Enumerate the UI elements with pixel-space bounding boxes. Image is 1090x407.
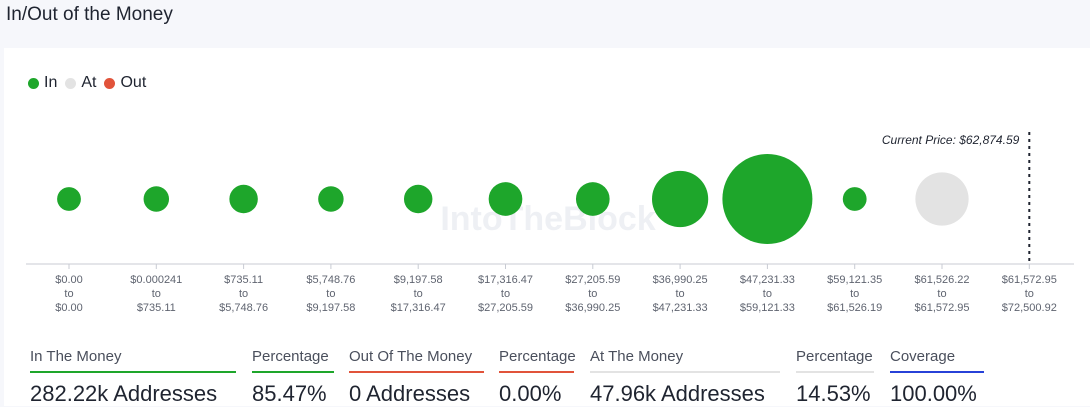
bubble-chart: IntoTheBlock $0.00 to $0.00 $0.000241 to $735… [26, 132, 1074, 314]
legend-item-out[interactable]: Out [104, 74, 146, 92]
x-tick-label: $9,197.58 to $17,316.47 [391, 274, 446, 314]
x-tick-label: $0.00 to $0.00 [55, 274, 83, 314]
stat-at-the-money: At The Money 47.96k Addresses [590, 348, 780, 407]
bubble-10[interactable] [915, 172, 969, 226]
current-price-label: Current Price: $62,874.59 [882, 133, 1020, 147]
bubble-3[interactable] [318, 186, 344, 212]
bubble-5[interactable] [488, 182, 523, 216]
stat-underline [590, 371, 780, 373]
stat-label: Percentage [499, 348, 576, 365]
stat-label: At The Money [590, 348, 684, 365]
legend-in-label: In [44, 74, 58, 91]
legend-item-in[interactable]: In [28, 74, 57, 92]
stat-label: Percentage [252, 348, 329, 365]
x-tick-label: $27,205.59 to $36,990.25 [565, 274, 620, 314]
stat-in-percentage: Percentage 85.47% [252, 348, 334, 407]
stat-value: 47.96k Addresses [590, 381, 765, 406]
x-tick-label: $36,990.25 to $47,231.33 [653, 274, 708, 314]
legend-at-label: At [81, 74, 97, 91]
bubbles-group [57, 154, 969, 244]
stat-value: 0.00% [499, 381, 562, 406]
stat-out-of-the-money: Out Of The Money 0 Addresses [349, 348, 484, 407]
x-tick-label: $0.000241 to $735.11 [130, 274, 182, 314]
stat-label: Coverage [890, 348, 956, 365]
legend-out-dot-icon [104, 77, 116, 89]
x-tick-label: $59,121.35 to $61,526.19 [827, 274, 882, 314]
x-tick-label: $735.11 to $5,748.76 [219, 274, 268, 314]
stat-underline [890, 371, 984, 373]
stat-label: Percentage [796, 348, 873, 365]
bubble-4[interactable] [403, 184, 433, 214]
stat-at-percentage: Percentage 14.53% [796, 348, 874, 407]
bubble-9[interactable] [842, 187, 867, 211]
page-title: In/Out of the Money [6, 4, 173, 25]
legend-out-label: Out [120, 74, 147, 91]
stat-value: 85.47% [252, 381, 327, 406]
x-tick-label: $61,526.22 to $61,572.95 [914, 274, 969, 314]
legend-at-dot-icon [65, 77, 77, 89]
stat-underline [252, 371, 334, 373]
bubble-6[interactable] [575, 182, 610, 216]
bubble-1[interactable] [143, 186, 170, 212]
x-tick-label: $17,316.47 to $27,205.59 [478, 274, 533, 314]
bubble-8[interactable] [722, 154, 813, 244]
stat-label: In The Money [30, 348, 122, 365]
stat-underline [349, 371, 484, 373]
x-tick-label: $5,748.76 to $9,197.58 [306, 274, 355, 314]
stat-value: 0 Addresses [349, 381, 471, 406]
stat-label: Out Of The Money [349, 348, 473, 365]
stat-coverage: Coverage 100.00% [890, 348, 984, 407]
stat-out-percentage: Percentage 0.00% [499, 348, 576, 407]
x-axis-ticks: $0.00 to $0.00 $0.000241 to $735.11 $735.11 to $… [55, 264, 1057, 314]
x-tick-label: $61,572.95 to $72,500.92 [1002, 274, 1057, 314]
stat-value: 100.00% [890, 381, 977, 406]
watermark-text: IntoTheBlock [440, 200, 655, 238]
bubble-0[interactable] [57, 187, 81, 211]
bubble-2[interactable] [229, 184, 258, 214]
legend-in-dot-icon [28, 77, 39, 89]
bubble-7[interactable] [651, 170, 709, 228]
x-tick-label: $47,231.33 to $59,121.33 [740, 274, 795, 314]
stat-underline [796, 371, 874, 373]
stat-in-the-money: In The Money 282.22k Addresses [30, 348, 236, 407]
stat-value: 282.22k Addresses [30, 381, 218, 406]
stat-underline [30, 371, 236, 373]
stat-underline [499, 371, 574, 373]
chart-card [4, 48, 1090, 406]
legend-item-at[interactable]: At [65, 74, 96, 92]
chart-legend: In At Out [28, 74, 154, 92]
stat-value: 14.53% [796, 381, 871, 406]
